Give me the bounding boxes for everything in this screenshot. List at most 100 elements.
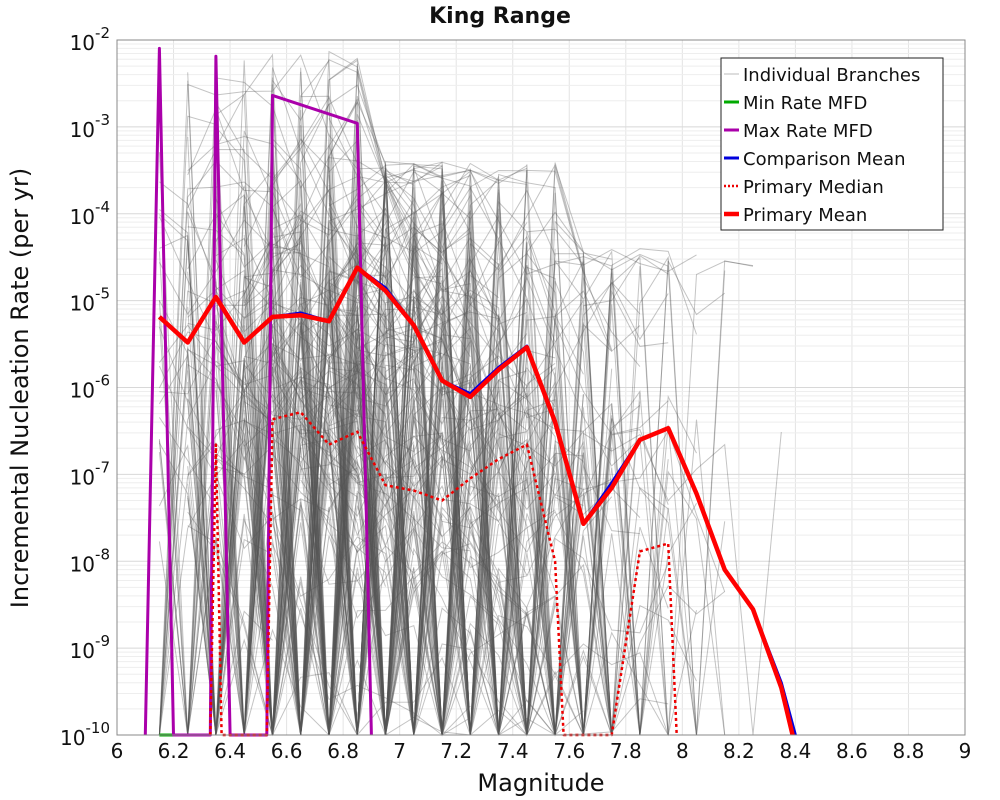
branch-line xyxy=(243,398,669,736)
branch-line xyxy=(328,237,641,736)
branch-line xyxy=(272,225,528,736)
branch-line xyxy=(243,156,669,736)
branch-line xyxy=(187,293,613,736)
branch-line xyxy=(272,337,697,736)
legend: Individual Branches Min Rate MFD Max Rate … xyxy=(720,57,944,231)
branch-line xyxy=(272,435,500,736)
y-tick-label: 10-4 xyxy=(70,198,110,229)
branch-line xyxy=(272,281,527,736)
branch-line xyxy=(328,432,641,736)
branch-line xyxy=(187,107,415,736)
branch-line xyxy=(187,497,302,736)
branch-line xyxy=(272,376,358,471)
branch-line xyxy=(187,461,556,736)
branch-line xyxy=(272,138,641,736)
branch-line xyxy=(187,77,612,736)
branch-line xyxy=(329,168,584,736)
branch-line xyxy=(300,185,726,736)
branch-line xyxy=(158,417,500,736)
x-tick-label: 7.4 xyxy=(497,739,529,763)
branch-line xyxy=(215,290,641,736)
branch-line xyxy=(300,506,612,736)
branch-line xyxy=(158,235,358,736)
branch-line xyxy=(272,324,471,736)
branch-line xyxy=(300,246,556,736)
branch-line xyxy=(300,371,726,736)
legend-label: Max Rate MFD xyxy=(743,121,873,142)
plot-frame xyxy=(116,39,966,736)
branch-line xyxy=(158,54,527,736)
branch-line xyxy=(158,251,499,736)
branch-line xyxy=(187,224,302,736)
legend-label: Primary Mean xyxy=(743,205,867,226)
branch-line xyxy=(215,198,500,736)
branch-line xyxy=(187,168,556,736)
y-tick-label: 10-9 xyxy=(70,632,110,663)
branch-line xyxy=(272,114,500,736)
branch-line xyxy=(328,304,641,736)
branch-line xyxy=(272,439,443,736)
branch-line xyxy=(328,383,641,736)
branch-line xyxy=(215,456,302,736)
branch-line xyxy=(187,53,471,736)
branch-line xyxy=(187,210,471,736)
legend-label: Individual Branches xyxy=(743,65,920,86)
x-tick-label: 8 xyxy=(676,739,689,763)
branch-line xyxy=(272,119,641,736)
branch-line xyxy=(300,353,386,736)
branch-line xyxy=(215,96,443,736)
y-tick-label: 10-7 xyxy=(70,458,110,489)
branch-line xyxy=(272,437,443,736)
branch-line xyxy=(215,165,443,736)
branch-line xyxy=(244,330,527,736)
branch-line xyxy=(215,308,471,736)
x-tick-label: 8.2 xyxy=(723,739,755,763)
y-tick-label: 10-5 xyxy=(70,285,110,316)
branch-line xyxy=(272,336,669,736)
branch-line xyxy=(328,157,613,736)
branch-line xyxy=(158,179,556,736)
branch-line xyxy=(300,357,386,736)
x-tick-label: 6.6 xyxy=(271,739,303,763)
branch-line xyxy=(215,309,471,736)
branch-line xyxy=(158,442,415,736)
branch-line xyxy=(243,214,386,736)
legend-box xyxy=(720,57,944,231)
legend-label: Comparison Mean xyxy=(743,149,906,170)
branch-line xyxy=(272,320,443,736)
branch-line xyxy=(300,365,471,736)
branch-line xyxy=(272,276,726,736)
branch-line xyxy=(328,165,528,222)
branch-line xyxy=(243,231,697,736)
branch-line xyxy=(272,197,471,736)
branch-line xyxy=(328,166,697,736)
x-tick-label: 7.8 xyxy=(610,739,642,763)
x-tick-label: 8.4 xyxy=(779,739,811,763)
x-axis-title: Magnitude xyxy=(477,769,604,797)
branch-line xyxy=(300,63,726,736)
branch-line xyxy=(187,511,273,736)
branch-line xyxy=(158,289,273,736)
branch-line xyxy=(328,162,527,736)
branch-line xyxy=(158,50,556,736)
branch-line xyxy=(215,379,302,462)
branch-line xyxy=(328,163,556,736)
branch-line xyxy=(300,95,754,736)
branch-line xyxy=(300,328,556,736)
branch-line xyxy=(243,375,640,736)
series-line-primary-median xyxy=(209,410,678,737)
y-axis-title: Incremental Nucleation Rate (per yr) xyxy=(6,168,34,608)
branch-line xyxy=(300,184,754,736)
branch-line xyxy=(159,186,556,736)
x-tick-labels: 6 6.2 6.4 6.6 6.8 7 7.2 7.4 7.6 7.8 8 8.2 8.4 8.6 8.8 9 xyxy=(111,739,972,763)
branch-line xyxy=(215,126,612,736)
branch-line xyxy=(215,196,584,736)
chart-title: King Range xyxy=(429,4,571,29)
branch-line xyxy=(300,444,528,736)
x-tick-label: 6.4 xyxy=(214,739,246,763)
branch-line xyxy=(187,373,613,736)
y-tick-label: 10-2 xyxy=(70,24,110,55)
branch-line xyxy=(158,214,556,736)
branch-line xyxy=(187,398,386,736)
branch-line xyxy=(272,309,415,736)
